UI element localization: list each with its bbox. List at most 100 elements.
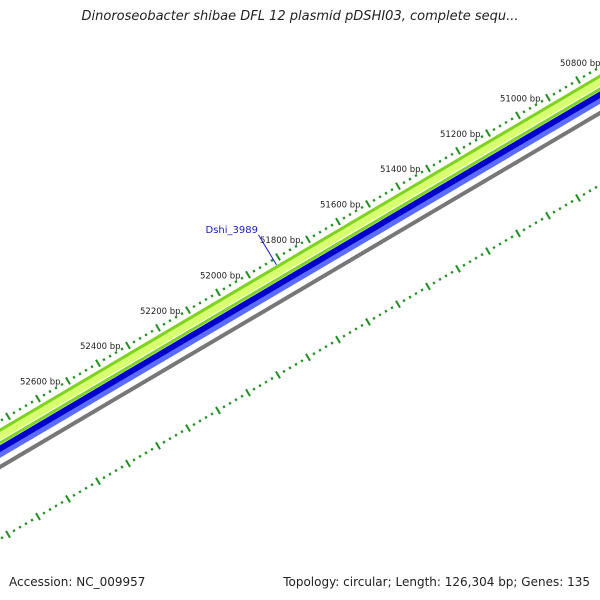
minor-tick-mark: [450, 152, 454, 156]
minor-tick-mark: [240, 394, 244, 398]
minor-tick-mark: [318, 348, 322, 352]
minor-tick-mark: [24, 404, 28, 408]
feature-tracks: [0, 74, 600, 470]
minor-tick-mark: [318, 230, 322, 234]
minor-tick-mark: [222, 287, 226, 291]
minor-tick-mark: [210, 294, 214, 298]
minor-tick-mark: [510, 235, 514, 239]
minor-tick-mark: [540, 217, 544, 221]
minor-tick-mark: [468, 260, 472, 264]
minor-tick-mark: [354, 327, 358, 331]
minor-tick-mark: [84, 486, 88, 490]
minor-tick-mark: [432, 281, 436, 285]
minor-tick-mark: [168, 319, 172, 323]
major-tick-mark: [5, 412, 11, 421]
minor-tick-mark: [444, 274, 448, 278]
minor-tick-mark: [378, 195, 382, 199]
minor-tick-mark: [132, 458, 136, 462]
minor-tick-mark: [264, 380, 268, 384]
major-tick-mark: [215, 288, 221, 297]
major-tick-mark: [95, 359, 101, 368]
minor-tick-mark: [312, 234, 316, 238]
minor-tick-mark: [78, 372, 82, 376]
minor-tick-mark: [372, 316, 376, 320]
major-tick-mark: [215, 406, 221, 415]
minor-tick-mark: [510, 117, 514, 121]
major-tick-mark: [575, 194, 581, 202]
minor-tick-mark: [180, 430, 184, 434]
minor-tick-mark: [150, 447, 154, 451]
minor-tick-mark: [582, 74, 586, 79]
minor-tick-mark: [438, 159, 442, 163]
minor-tick-mark: [84, 368, 88, 372]
minor-tick-mark: [582, 192, 586, 197]
gene-label[interactable]: Dshi_3989: [206, 225, 258, 236]
minor-tick-mark: [348, 212, 352, 217]
minor-tick-mark: [324, 345, 328, 349]
inner-track-highlight: [0, 98, 600, 458]
major-tick-mark: [125, 341, 131, 350]
major-tick-mark: [515, 111, 521, 120]
minor-tick-mark: [558, 207, 562, 211]
minor-tick-mark: [120, 347, 124, 351]
minor-tick-mark: [498, 124, 502, 128]
minor-tick-mark: [240, 276, 244, 280]
major-tick-mark: [575, 76, 581, 84]
accession-label: Accession:: [9, 575, 73, 589]
minor-tick-mark: [312, 352, 316, 356]
minor-tick-mark: [90, 483, 94, 487]
minor-tick-mark: [162, 440, 166, 444]
genes-label: Genes:: [521, 575, 564, 589]
minor-tick-mark: [378, 313, 382, 317]
accession-info: Accession: NC_009957: [9, 575, 145, 589]
minor-tick-mark: [270, 376, 274, 381]
minor-tick-mark: [402, 181, 406, 185]
minor-tick-mark: [174, 433, 178, 437]
minor-tick-mark: [258, 266, 262, 270]
minor-tick-mark: [462, 263, 466, 267]
minor-tick-mark: [168, 437, 172, 441]
bp-tick-label: 51200 bp: [440, 130, 481, 140]
minor-tick-mark: [18, 407, 22, 411]
minor-tick-mark: [498, 242, 502, 246]
minor-tick-mark: [180, 312, 184, 316]
topology-label: Topology:: [283, 575, 340, 589]
gene-callout: Dshi_3989: [206, 225, 277, 266]
minor-tick-mark: [438, 277, 442, 281]
minor-tick-mark: [18, 525, 22, 529]
minor-tick-mark: [492, 127, 496, 132]
minor-tick-mark: [408, 295, 412, 299]
minor-tick-mark: [144, 451, 148, 455]
minor-tick-mark: [288, 248, 292, 252]
minor-tick-mark: [108, 472, 112, 476]
minor-tick-mark: [552, 92, 556, 96]
major-tick-mark: [515, 229, 521, 238]
minor-tick-mark: [330, 341, 334, 345]
minor-tick-mark: [12, 411, 16, 415]
minor-tick-mark: [12, 529, 16, 533]
minor-tick-mark: [120, 465, 124, 469]
minor-tick-mark: [210, 412, 214, 416]
minor-tick-mark: [300, 241, 304, 245]
minor-tick-mark: [492, 245, 496, 250]
minor-tick-mark: [90, 365, 94, 369]
minor-tick-mark: [30, 518, 34, 522]
minor-tick-mark: [150, 329, 154, 333]
minor-tick-mark: [564, 85, 568, 89]
minor-tick-mark: [108, 354, 112, 358]
bp-tick-label: 52600 bp: [20, 378, 61, 388]
bp-tick-label: 52200 bp: [140, 307, 181, 317]
minor-tick-mark: [42, 393, 46, 397]
major-tick-mark: [545, 93, 551, 102]
minor-tick-mark: [102, 476, 106, 480]
minor-tick-mark: [132, 340, 136, 344]
major-tick-mark: [245, 388, 251, 397]
bp-tick-label: 52000 bp: [200, 271, 241, 281]
minor-tick-mark: [570, 199, 574, 204]
sequence-stats: Topology: circular; Length: 126,304 bp; …: [283, 575, 590, 589]
major-tick-mark: [5, 530, 11, 539]
major-tick-mark: [155, 441, 161, 450]
minor-tick-mark: [222, 405, 226, 409]
bp-tick-label: 52400 bp: [80, 342, 121, 352]
